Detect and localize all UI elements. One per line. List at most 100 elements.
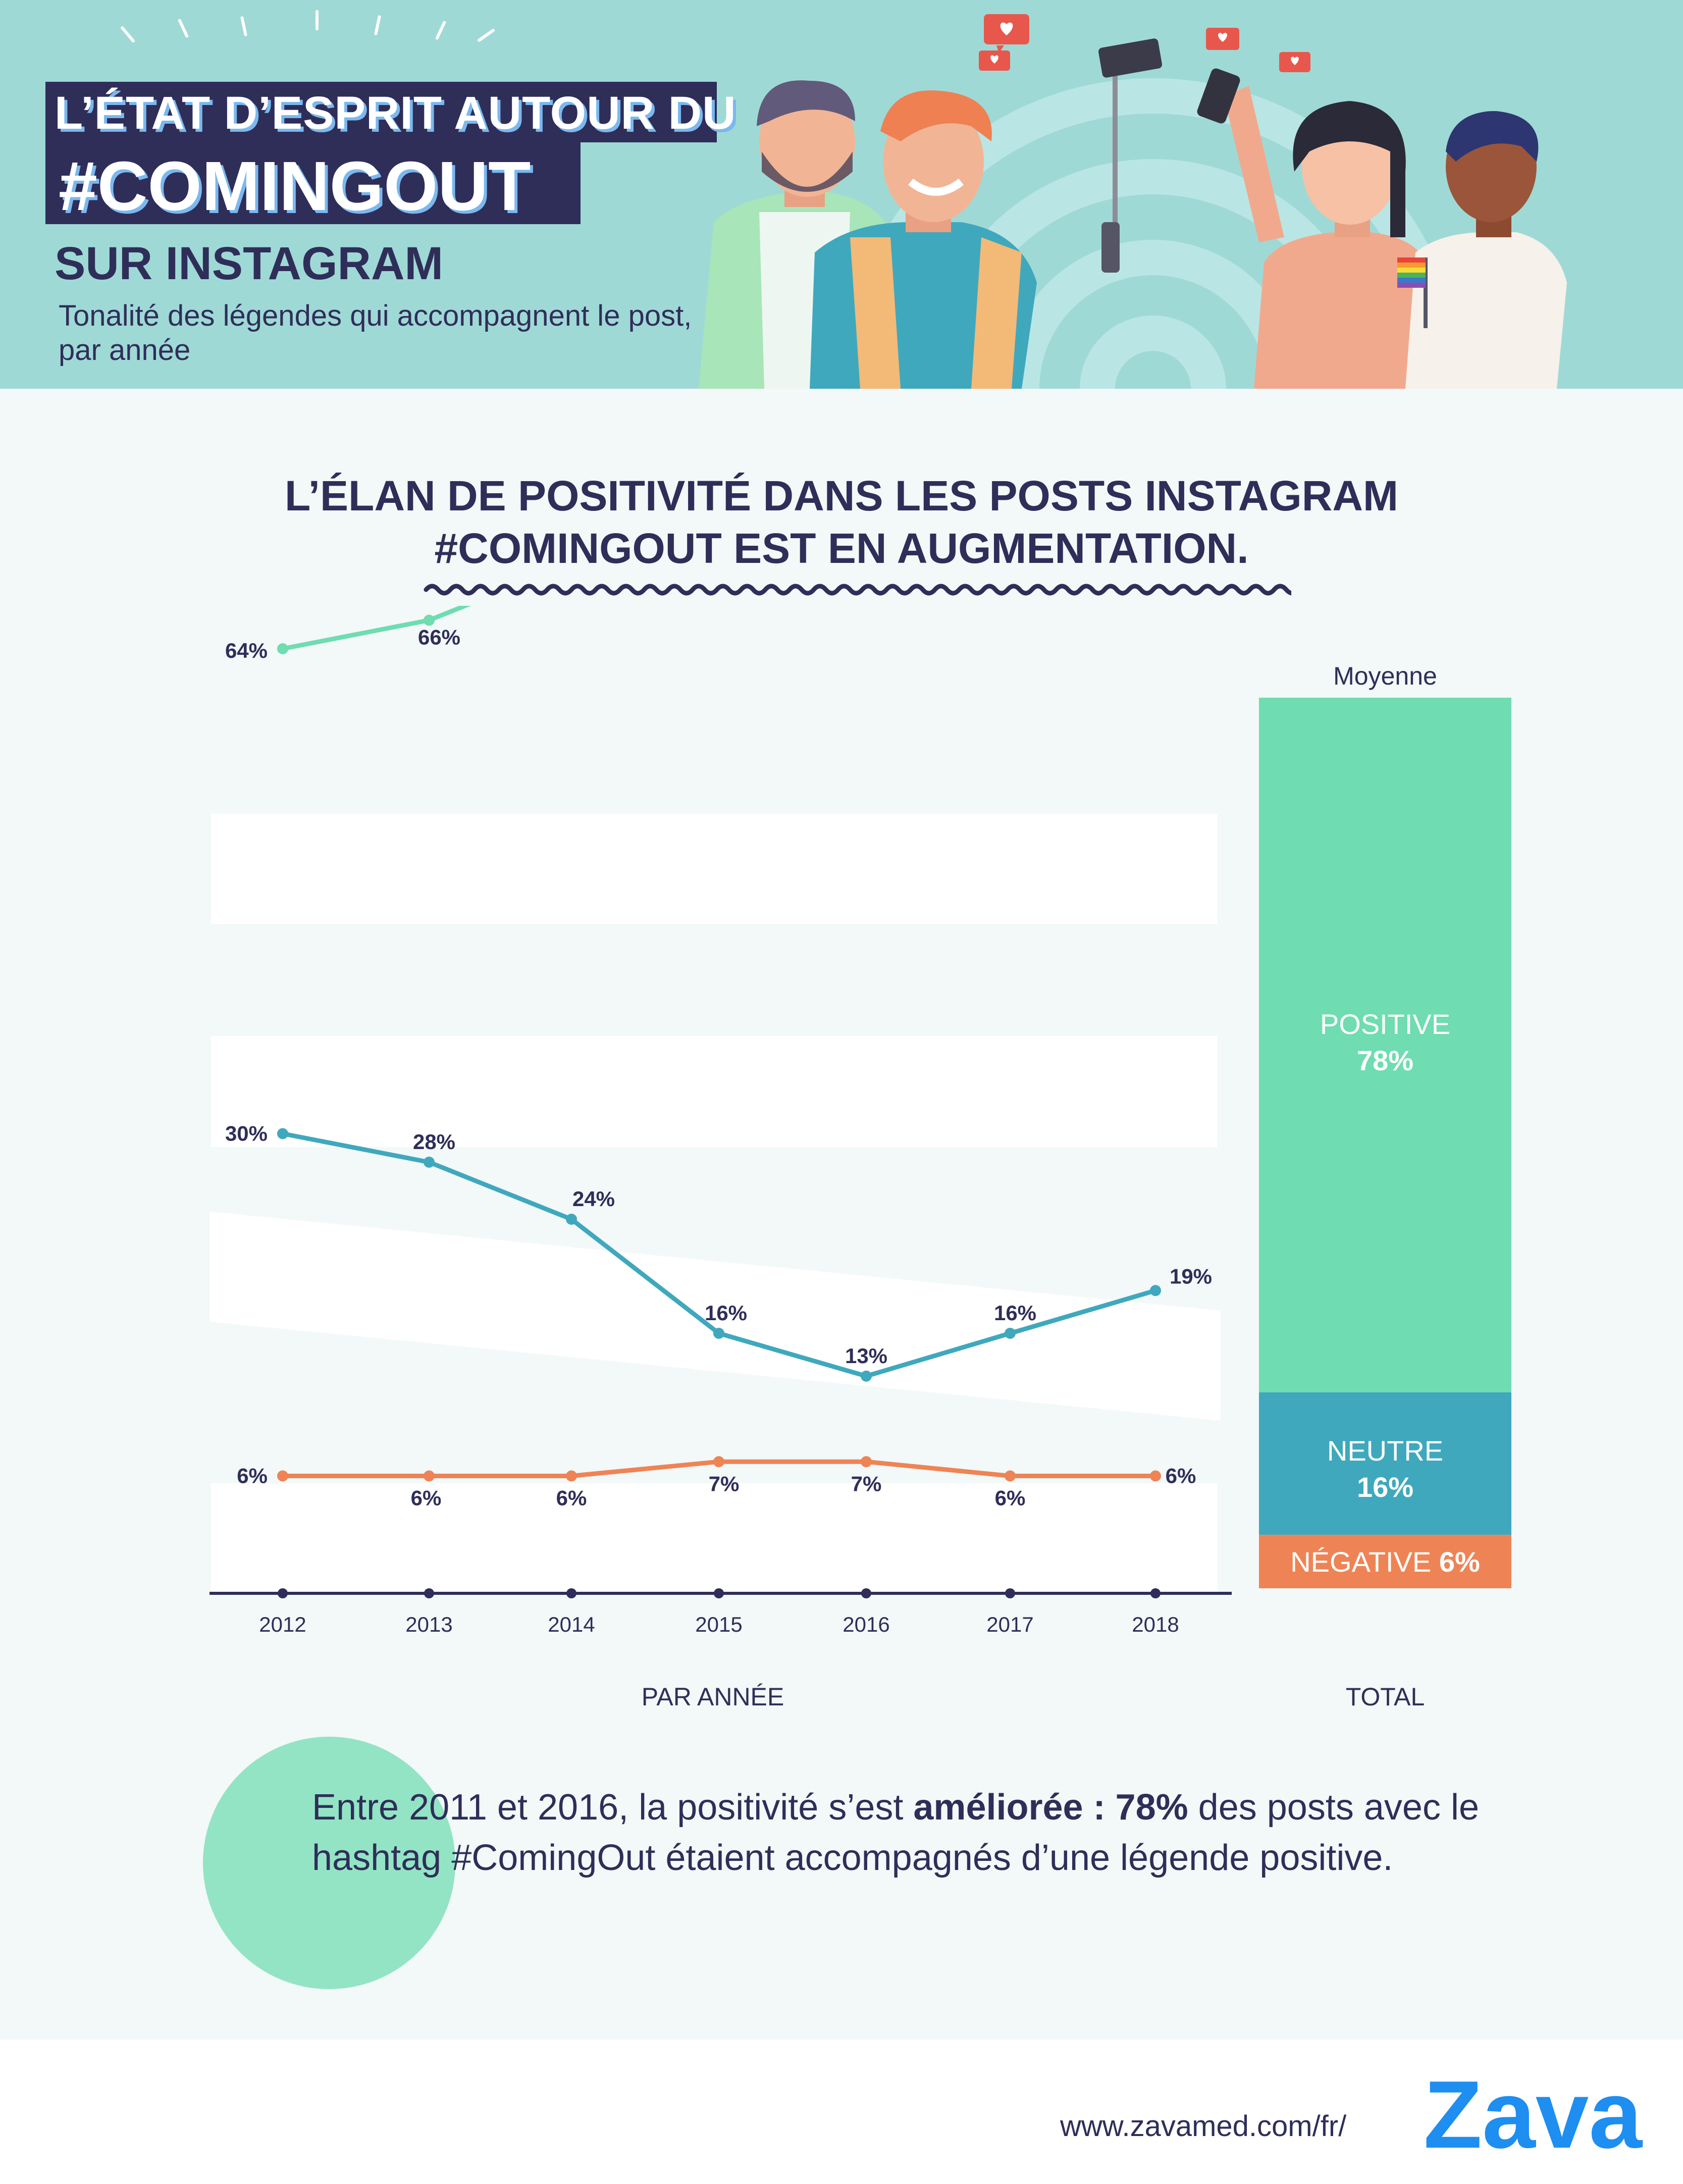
- note-decor-circle: [203, 1737, 455, 1989]
- value-labels: 64%66%70%77%80%79%74%30%28%24%16%13%16%1…: [225, 626, 1212, 1510]
- radiating-circles: [843, 78, 1463, 389]
- summary-note: Entre 2011 et 2016, la positivité s’est …: [312, 1782, 1493, 1883]
- x-tick-label: 2018: [1132, 1613, 1179, 1636]
- data-point-1-2018: [1150, 1285, 1161, 1296]
- data-label-2-2016: 7%: [851, 1472, 882, 1495]
- series-line-0: [282, 606, 471, 651]
- total-bar-label: POSITIVE: [1320, 1008, 1450, 1040]
- person-man-with-flag: [1397, 111, 1567, 389]
- band-middle: [211, 1036, 1218, 1147]
- data-point-2-2018: [1150, 1470, 1161, 1482]
- header-banner: L’ÉTAT D’ESPRIT AUTOUR DU #COMINGOUT SUR…: [0, 0, 1683, 389]
- data-point-1-2014: [566, 1214, 577, 1225]
- rainbow-flag-icon: [1397, 257, 1426, 288]
- total-bar-segment-négative: [1259, 1535, 1511, 1588]
- decor-ray: [120, 25, 136, 43]
- title-line2: #COMINGOUT: [59, 147, 531, 225]
- note-text-before: Entre 2011 et 2016, la positivité s’est: [312, 1787, 914, 1828]
- chart-bands: [209, 814, 1221, 1593]
- header-description: Tonalité des légendes qui accompagnent l…: [59, 299, 692, 367]
- total-bar-value: 16%: [1357, 1471, 1413, 1503]
- data-label-2-2017: 6%: [995, 1486, 1026, 1510]
- data-point-0-2013: [424, 614, 435, 626]
- x-tick-dot: [424, 1588, 434, 1598]
- data-point-2-2014: [566, 1470, 577, 1482]
- data-label-1-2018: 19%: [1170, 1264, 1212, 1288]
- person-ginger-man: [810, 90, 1037, 389]
- total-bar-value: 78%: [1357, 1045, 1413, 1076]
- total-stacked-bar: POSITIVE 78% NEUTRE 16% NÉGATIVE 6%: [1259, 698, 1511, 1588]
- x-tick-dot: [566, 1588, 576, 1598]
- x-tick-dot: [714, 1588, 724, 1598]
- person-woman: [1197, 68, 1431, 389]
- data-point-1-2013: [424, 1157, 435, 1168]
- footer: [0, 2040, 1683, 2184]
- data-label-0-2012: 64%: [225, 639, 268, 662]
- data-point-1-2012: [277, 1128, 288, 1139]
- x-tick-dot: [1005, 1588, 1015, 1598]
- title-box-line1: L’ÉTAT D’ESPRIT AUTOUR DU: [45, 82, 736, 142]
- data-label-1-2013: 28%: [413, 1130, 455, 1154]
- band-neutral: [209, 1212, 1221, 1421]
- heart-bubble-icon: [979, 50, 1010, 71]
- series-lines: [277, 606, 1161, 1482]
- total-bar-segment-neutre: [1259, 1392, 1511, 1535]
- data-point-2-2013: [424, 1470, 435, 1482]
- people-selfie-illustration: [699, 14, 1567, 389]
- heart-bubble-icon: [1279, 52, 1310, 72]
- chart-heading-line2: #COMINGOUT EST EN AUGMENTATION.: [434, 525, 1249, 572]
- decor-ray: [374, 15, 382, 36]
- note-text-after: des posts avec le hashtag #ComingOut éta…: [312, 1787, 1479, 1878]
- data-point-2-2012: [277, 1470, 288, 1482]
- band-positive: [211, 814, 1218, 924]
- data-label-2-2018: 6%: [1166, 1464, 1196, 1488]
- x-tick-label: 2014: [548, 1613, 595, 1636]
- title-box-line2: #COMINGOUT: [45, 142, 581, 225]
- total-bar-title: Moyenne: [1333, 662, 1437, 690]
- note-text-bold: améliorée : 78%: [913, 1787, 1188, 1828]
- heading-wavy-underline: [424, 584, 1291, 596]
- sentiment-chart: 64%66%70%77%80%79%74%30%28%24%16%13%16%1…: [209, 606, 1511, 1711]
- data-label-2-2015: 7%: [709, 1472, 740, 1495]
- x-tick-label: 2013: [405, 1613, 452, 1636]
- data-label-2-2013: 6%: [411, 1486, 442, 1510]
- total-bar-segment-positive: [1259, 698, 1511, 1392]
- data-label-1-2014: 24%: [572, 1187, 615, 1211]
- heart-bubble-icon: [984, 14, 1029, 53]
- heart-bubble-icon: [1206, 28, 1239, 50]
- decor-ray: [477, 28, 496, 42]
- data-point-1-2017: [1005, 1328, 1016, 1339]
- decor-ray: [435, 20, 447, 40]
- chart-heading-line1: L’ÉLAN DE POSITIVITÉ DANS LES POSTS INST…: [285, 472, 1398, 519]
- total-bar-label: NÉGATIVE 6%: [1290, 1546, 1480, 1578]
- total-bar-caption: TOTAL: [1346, 1683, 1425, 1711]
- data-label-1-2012: 30%: [225, 1122, 268, 1146]
- data-label-2-2014: 6%: [556, 1486, 587, 1510]
- x-tick-label: 2015: [695, 1613, 742, 1636]
- x-axis: 2012 2013 2014 2015 2016 2017 2018: [259, 1588, 1179, 1636]
- x-tick-label: 2012: [259, 1613, 306, 1636]
- data-point-2-2016: [861, 1456, 872, 1468]
- zava-logo: Zava: [1424, 2061, 1643, 2168]
- data-label-1-2016: 13%: [845, 1344, 887, 1368]
- x-axis-caption: PAR ANNÉE: [642, 1683, 784, 1711]
- data-point-2-2017: [1005, 1470, 1016, 1482]
- data-point-1-2015: [713, 1328, 724, 1339]
- footer-url-link[interactable]: www.zavamed.com/fr/: [1060, 2110, 1347, 2143]
- data-label-1-2017: 16%: [994, 1301, 1036, 1325]
- band-negative: [211, 1483, 1218, 1593]
- data-point-1-2016: [861, 1370, 872, 1382]
- total-bar-label: NEUTRE: [1327, 1435, 1443, 1467]
- x-tick-dot: [278, 1588, 288, 1598]
- selfie-stick-icon: [1098, 38, 1163, 273]
- data-label-2-2012: 6%: [237, 1464, 268, 1488]
- data-point-0-2012: [277, 643, 288, 654]
- data-label-1-2015: 16%: [705, 1301, 747, 1325]
- decor-ray: [315, 10, 319, 30]
- data-label-0-2013: 66%: [418, 626, 460, 649]
- title-line1: L’ÉTAT D’ESPRIT AUTOUR DU: [55, 87, 737, 139]
- x-tick-dot: [1150, 1588, 1161, 1598]
- header-subtitle: SUR INSTAGRAM: [55, 238, 444, 289]
- decor-ray: [240, 16, 248, 37]
- chart-heading: L’ÉLAN DE POSITIVITÉ DANS LES POSTS INST…: [0, 470, 1683, 575]
